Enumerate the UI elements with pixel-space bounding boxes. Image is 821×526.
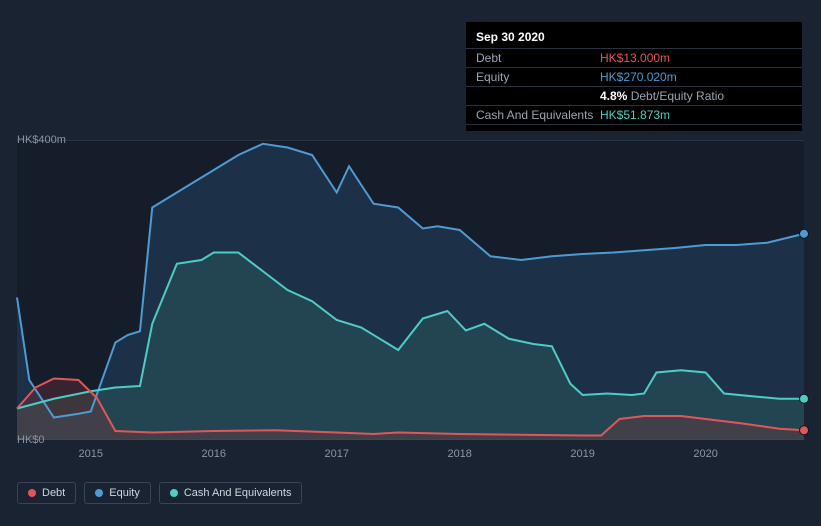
end-marker-cash	[800, 394, 809, 403]
tooltip-row-value: HK$13.000m	[600, 51, 670, 65]
financial-chart-container: { "tooltip": { "position": { "left": 466…	[0, 0, 821, 526]
legend-dot-icon	[95, 489, 103, 497]
legend-dot-icon	[170, 489, 178, 497]
x-axis-tick: 2016	[202, 448, 226, 460]
legend-item-label: Debt	[42, 487, 65, 499]
legend-item-equity[interactable]: Equity	[84, 482, 151, 504]
tooltip-row-label	[476, 89, 600, 103]
legend-item-debt[interactable]: Debt	[17, 482, 76, 504]
legend-item-cash[interactable]: Cash And Equivalents	[159, 482, 303, 504]
legend-item-label: Cash And Equivalents	[184, 487, 292, 499]
tooltip-ratio: 4.8% Debt/Equity Ratio	[600, 89, 724, 103]
y-axis-tick: HK$400m	[17, 134, 23, 146]
tooltip-row: 4.8% Debt/Equity Ratio	[466, 86, 802, 105]
tooltip-row: EquityHK$270.020m	[466, 67, 802, 86]
tooltip-row-label: Cash And Equivalents	[476, 108, 600, 122]
end-marker-equity	[800, 229, 809, 238]
x-axis-tick: 2019	[570, 448, 594, 460]
chart-tooltip: Sep 30 2020 DebtHK$13.000mEquityHK$270.0…	[466, 22, 802, 131]
chart-legend: Debt Equity Cash And Equivalents	[17, 482, 302, 504]
tooltip-row: Cash And EquivalentsHK$51.873m	[466, 105, 802, 125]
x-axis-tick: 2018	[447, 448, 471, 460]
tooltip-row-value: HK$270.020m	[600, 70, 677, 84]
end-marker-debt	[800, 426, 809, 435]
x-axis-tick: 2017	[324, 448, 348, 460]
chart-svg	[17, 140, 804, 440]
legend-dot-icon	[28, 489, 36, 497]
x-axis-tick: 2015	[79, 448, 103, 460]
chart-plot-area[interactable]: HK$400mHK$0 201520162017201820192020	[17, 140, 804, 440]
tooltip-date: Sep 30 2020	[466, 28, 802, 48]
tooltip-row-label: Equity	[476, 70, 600, 84]
y-axis-tick: HK$0	[17, 434, 23, 446]
tooltip-row-label: Debt	[476, 51, 600, 65]
tooltip-row-value: HK$51.873m	[600, 108, 670, 122]
x-axis-tick: 2020	[693, 448, 717, 460]
legend-item-label: Equity	[109, 487, 140, 499]
tooltip-row: DebtHK$13.000m	[466, 48, 802, 67]
